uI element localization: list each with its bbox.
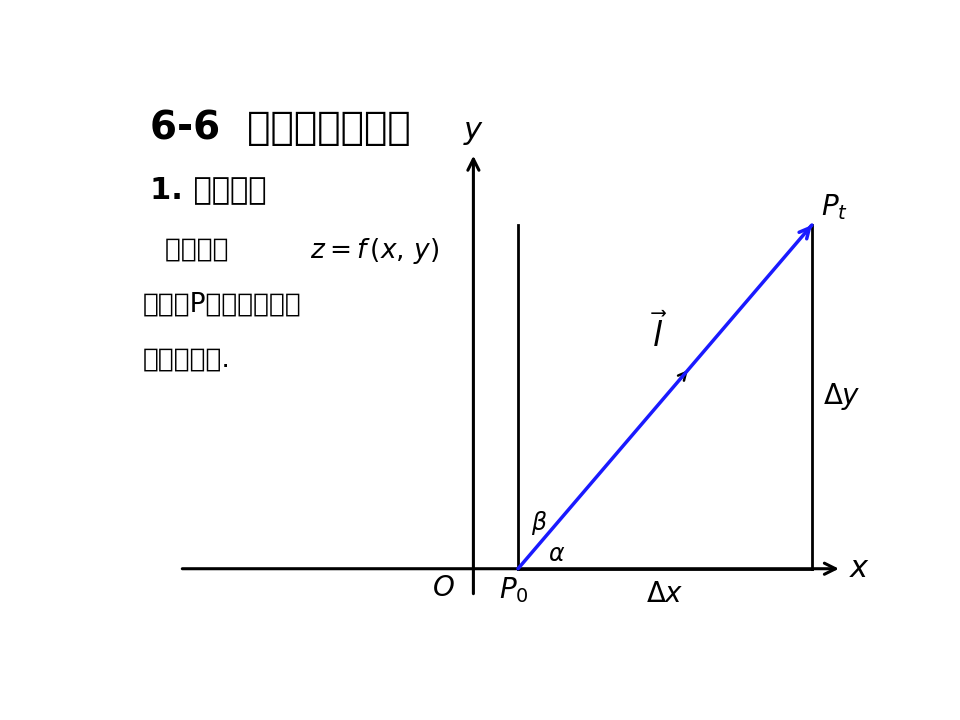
Text: $\vec{l}$: $\vec{l}$: [651, 313, 668, 354]
Text: $P_t$: $P_t$: [821, 192, 848, 222]
Text: $O$: $O$: [432, 575, 455, 602]
Text: $z = f\,(x,\,y)$: $z = f\,(x,\,y)$: [310, 236, 439, 266]
Text: 6-6  方向导数与梯度: 6-6 方向导数与梯度: [150, 109, 411, 147]
Text: $\Delta x$: $\Delta x$: [646, 580, 684, 608]
Text: 讨论函数: 讨论函数: [165, 236, 236, 262]
Text: $x$: $x$: [849, 554, 870, 583]
Text: 1. 方向导数: 1. 方向导数: [150, 175, 266, 204]
Text: $\alpha$: $\alpha$: [548, 542, 565, 566]
Text: $y$: $y$: [463, 118, 484, 148]
Text: $P_0$: $P_0$: [499, 575, 529, 606]
Text: 变化率问题.: 变化率问题.: [142, 347, 230, 373]
Text: $\Delta y$: $\Delta y$: [823, 382, 861, 413]
Text: $\beta$: $\beta$: [532, 508, 548, 536]
Text: 在一点P沿某一方向的: 在一点P沿某一方向的: [142, 292, 301, 318]
